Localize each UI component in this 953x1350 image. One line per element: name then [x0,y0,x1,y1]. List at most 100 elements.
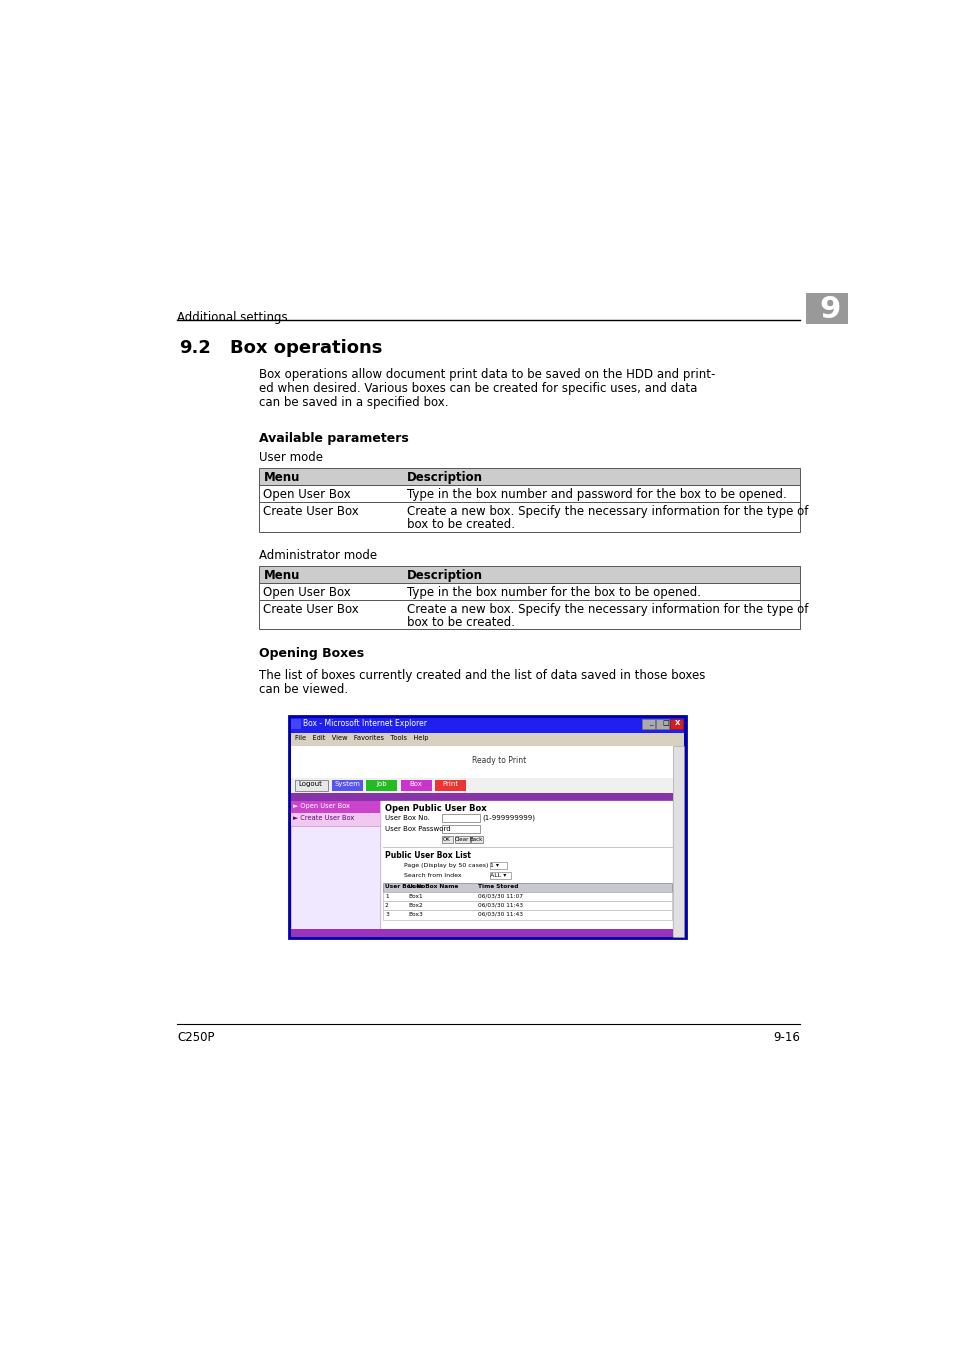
Text: Description: Description [406,471,482,483]
Text: Box: Box [409,782,422,787]
Text: Box3: Box3 [408,913,422,917]
Bar [291,801,379,936]
Text: File   Edit   View   Favorites   Tools   Help: File Edit View Favorites Tools Help [294,734,428,741]
Bar [258,468,800,486]
Bar [471,836,482,844]
Text: Print: Print [441,782,457,787]
Text: box to be created.: box to be created. [406,518,515,531]
Bar [455,836,469,844]
Bar [489,861,506,869]
Text: Create a new box. Specify the necessary information for the type of: Create a new box. Specify the necessary … [406,603,807,616]
Bar [441,814,480,822]
Bar [258,601,800,629]
Text: Box operations allow document print data to be saved on the HDD and print-: Box operations allow document print data… [258,369,715,381]
Text: Logout: Logout [298,782,322,787]
Bar [332,780,363,791]
Text: X: X [674,721,679,726]
Text: User Box No.: User Box No. [385,815,430,821]
Text: Description: Description [406,568,482,582]
Bar [258,502,800,532]
Text: Box2: Box2 [408,903,422,907]
Bar [291,801,379,814]
Text: Menu: Menu [263,471,299,483]
Bar [366,780,397,791]
Text: OK: OK [443,837,451,841]
Bar [291,745,683,937]
Text: Time Stored: Time Stored [477,884,518,890]
Text: box to be created.: box to be created. [406,616,515,629]
Text: Public User Box List: Public User Box List [385,850,471,860]
Text: Page (Display by 50 cases): Page (Display by 50 cases) [404,863,488,868]
Text: ► Open User Box: ► Open User Box [293,803,350,809]
Text: Additional settings: Additional settings [177,310,288,324]
Text: Type in the box number and password for the box to be opened.: Type in the box number and password for … [406,489,785,501]
Bar [291,778,673,794]
Text: The list of boxes currently created and the list of data saved in those boxes: The list of boxes currently created and … [258,668,704,682]
Bar [382,910,671,919]
Text: Open User Box: Open User Box [263,489,351,501]
Text: C250P: C250P [177,1030,214,1044]
Bar [673,745,683,937]
Text: Create User Box: Create User Box [263,603,358,616]
Bar [381,801,673,936]
Text: Job: Job [376,782,387,787]
Text: Box - Microsoft Internet Explorer: Box - Microsoft Internet Explorer [303,718,427,728]
Bar [294,780,328,791]
Bar [441,825,480,833]
Text: System: System [335,782,360,787]
Text: ed when desired. Various boxes can be created for specific uses, and data: ed when desired. Various boxes can be cr… [258,382,697,396]
Text: Search from Index: Search from Index [404,872,461,878]
Text: Ready to Print: Ready to Print [472,756,525,765]
Text: _: _ [648,721,652,726]
Bar [400,780,431,791]
Text: Box operations: Box operations [230,339,382,358]
Text: Create User Box: Create User Box [263,505,358,518]
Text: (1-999999999): (1-999999999) [482,815,536,821]
Bar [291,794,673,801]
Text: Create a new box. Specify the necessary information for the type of: Create a new box. Specify the necessary … [406,505,807,518]
Bar [441,836,453,844]
Text: can be viewed.: can be viewed. [258,683,348,695]
Text: Administrator mode: Administrator mode [258,548,376,562]
Bar [382,883,671,892]
Text: 3: 3 [385,913,389,917]
Text: Type in the box number for the box to be opened.: Type in the box number for the box to be… [406,586,700,599]
Text: User Box Name: User Box Name [408,884,458,890]
Text: 9.2: 9.2 [179,339,211,358]
Text: Open User Box: Open User Box [263,586,351,599]
Bar [805,293,847,324]
Bar [291,929,673,937]
Bar [291,718,683,733]
Text: □: □ [661,721,668,726]
Text: Opening Boxes: Opening Boxes [258,647,363,660]
Bar [291,814,379,826]
Bar [641,720,654,729]
Text: Menu: Menu [263,568,299,582]
Text: ► Create User Box: ► Create User Box [293,815,354,821]
Text: Box1: Box1 [408,894,422,899]
Text: Back: Back [469,837,483,841]
Text: can be saved in a specified box.: can be saved in a specified box. [258,396,448,409]
Bar [489,872,511,879]
Bar [670,720,682,729]
Bar [668,733,682,745]
Text: User Box No.: User Box No. [385,884,427,890]
Bar [382,892,671,902]
Bar [289,717,685,938]
Text: 2: 2 [385,903,389,907]
Text: User Box Password: User Box Password [385,826,450,832]
Bar [258,583,800,601]
Bar [291,733,683,745]
Bar [382,902,671,910]
Text: Available parameters: Available parameters [258,432,408,444]
Bar [656,720,668,729]
Bar [258,486,800,502]
Bar [291,720,301,729]
Text: 06/03/30 11:07: 06/03/30 11:07 [477,894,522,899]
Bar [291,745,673,778]
Text: 9: 9 [819,296,840,324]
Text: 9-16: 9-16 [773,1030,800,1044]
Text: 06/03/30 11:43: 06/03/30 11:43 [477,913,522,917]
Text: Clear: Clear [455,837,469,841]
Text: 1: 1 [385,894,388,899]
